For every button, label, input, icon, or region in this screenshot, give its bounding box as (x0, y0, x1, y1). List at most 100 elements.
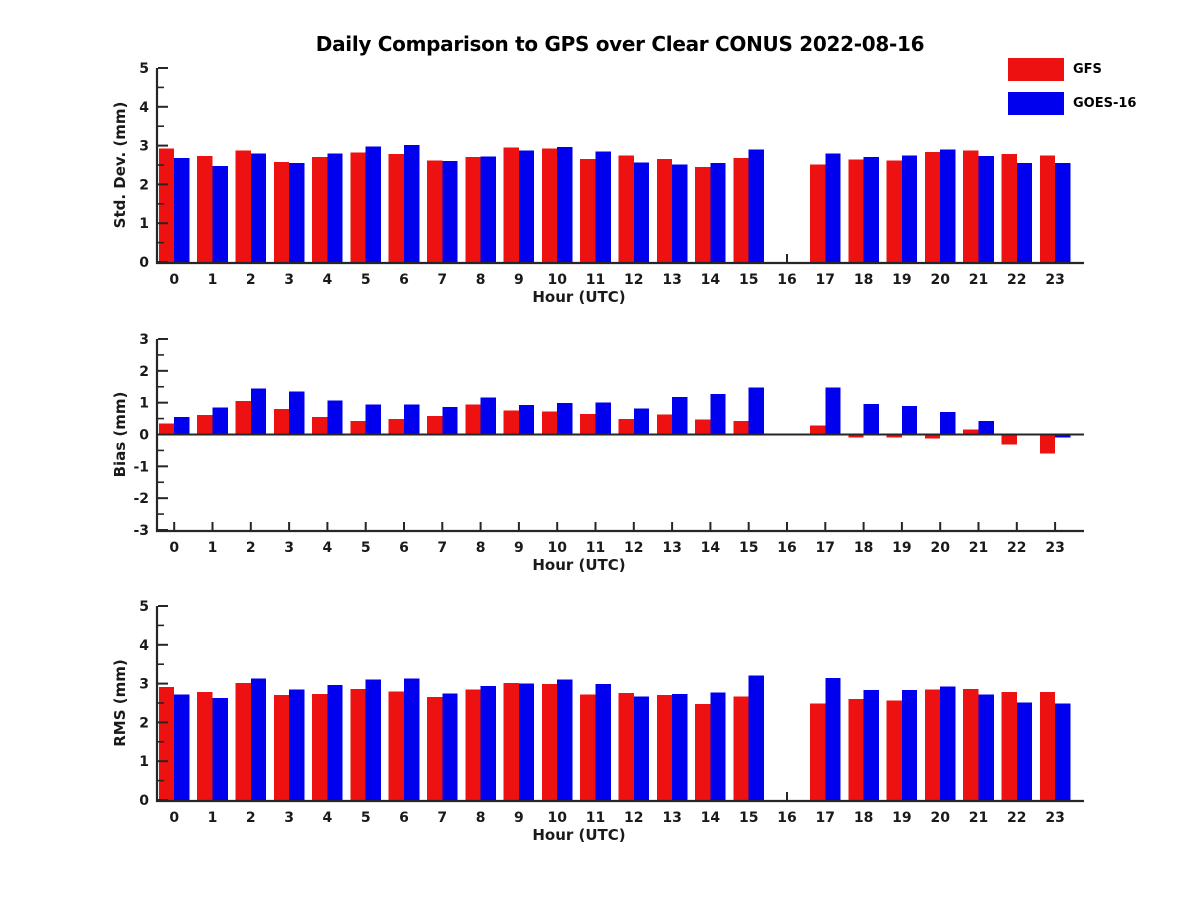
x-tick-label-23: 23 (1045, 272, 1064, 288)
goes16-bar-h0 (174, 416, 190, 435)
goes16-bar-h13 (672, 694, 688, 800)
goes16-bar-h9 (518, 150, 535, 262)
x-tick-label-7: 7 (437, 810, 447, 826)
goes16-bar-h13 (672, 164, 688, 262)
gfs-bar-h21 (963, 429, 979, 435)
goes16-bar-h23 (1055, 163, 1071, 262)
x-tick-label-12: 12 (624, 540, 643, 556)
goes16-bar-h7 (442, 693, 458, 800)
goes16-bar-h22 (1016, 163, 1033, 262)
x-tick-label-21: 21 (969, 540, 988, 556)
x-tick-label-18: 18 (854, 540, 873, 556)
x-tick-label-11: 11 (586, 810, 605, 826)
legend-label-goes16: GOES-16 (1073, 96, 1137, 111)
gfs-bar-h13 (656, 695, 673, 800)
gfs-bar-h1 (197, 414, 213, 435)
gfs-bar-h13 (656, 414, 673, 435)
goes16-bar-h15 (748, 149, 764, 262)
x-tick-label-21: 21 (969, 810, 988, 826)
goes16-color-swatch (1008, 92, 1064, 115)
y-tick-label: -3 (133, 523, 149, 539)
goes16-bar-h19 (901, 155, 918, 262)
gfs-bar-h2 (235, 150, 251, 262)
x-tick-label-13: 13 (662, 272, 681, 288)
x-tick-label-13: 13 (662, 540, 681, 556)
x-tick-label-1: 1 (208, 810, 218, 826)
gfs-bar-h14 (695, 419, 711, 435)
goes16-bar-h18 (863, 157, 879, 262)
gfs-bar-h12 (618, 155, 634, 262)
gfs-bar-h5 (350, 420, 366, 435)
x-axis-label: Hour (UTC) (532, 826, 625, 844)
x-tick-label-2: 2 (246, 272, 256, 288)
goes16-bar-h21 (978, 694, 994, 800)
goes16-bar-h8 (480, 397, 496, 435)
gfs-bar-h10 (541, 683, 558, 800)
x-tick-label-19: 19 (892, 540, 911, 556)
x-tick-label-19: 19 (892, 810, 911, 826)
x-tick-label-20: 20 (930, 810, 950, 826)
x-tick-label-14: 14 (701, 540, 721, 556)
x-tick-label-22: 22 (1007, 540, 1026, 556)
x-tick-label-7: 7 (437, 272, 447, 288)
goes16-bar-h12 (633, 408, 650, 435)
legend-item-gfs: GFS (1008, 58, 1136, 81)
goes16-bar-h9 (518, 404, 535, 435)
gfs-bar-h7 (427, 696, 443, 800)
gfs-bar-h6 (388, 691, 404, 800)
x-tick-label-9: 9 (514, 810, 524, 826)
gfs-bar-h8 (465, 404, 481, 435)
goes16-bar-h11 (595, 683, 611, 800)
goes16-bar-h0 (174, 694, 190, 800)
y-tick-label: 0 (139, 255, 149, 271)
gfs-bar-h2 (235, 401, 251, 435)
x-tick-label-15: 15 (739, 810, 758, 826)
goes16-bar-h1 (212, 407, 228, 435)
goes16-bar-h3 (289, 689, 305, 800)
goes16-bar-h6 (404, 404, 420, 435)
gfs-bar-h11 (580, 159, 596, 262)
x-tick-label-0: 0 (169, 540, 179, 556)
gfs-bar-h1 (197, 156, 213, 262)
gfs-bar-h17 (810, 425, 826, 435)
goes16-bar-h17 (825, 153, 841, 262)
goes16-bar-h5 (365, 404, 381, 435)
gfs-bar-h18 (848, 699, 864, 800)
x-tick-label-12: 12 (624, 810, 643, 826)
x-tick-label-5: 5 (361, 810, 371, 826)
gfs-color-swatch (1008, 58, 1064, 81)
x-tick-label-10: 10 (547, 272, 567, 288)
gfs-bar-h3 (273, 409, 290, 435)
goes16-bar-h20 (940, 149, 956, 262)
gfs-bar-h5 (350, 689, 366, 800)
x-tick-label-16: 16 (777, 540, 796, 556)
goes16-bar-h1 (212, 165, 228, 262)
gfs-bar-h3 (273, 161, 290, 262)
goes16-bar-h10 (557, 146, 573, 262)
gfs-bar-h10 (541, 148, 558, 262)
x-tick-label-14: 14 (701, 810, 721, 826)
x-tick-label-3: 3 (284, 810, 294, 826)
goes16-bar-h15 (748, 675, 764, 800)
goes16-bar-h1 (212, 697, 228, 800)
gfs-bar-h23 (1039, 155, 1056, 262)
x-tick-label-1: 1 (208, 272, 218, 288)
gfs-bar-h6 (388, 154, 404, 262)
gfs-bar-h8 (465, 689, 481, 800)
legend-label-gfs: GFS (1073, 62, 1102, 77)
gfs-bar-h13 (656, 158, 673, 262)
y-axis-label: Std. Dev. (mm) (111, 102, 129, 229)
x-tick-label-15: 15 (739, 272, 758, 288)
x-tick-label-14: 14 (701, 272, 721, 288)
gfs-bar-h23 (1039, 692, 1056, 800)
goes16-bar-h4 (327, 153, 343, 262)
x-tick-label-3: 3 (284, 272, 294, 288)
gfs-bar-h21 (963, 689, 979, 800)
goes16-bar-h17 (825, 387, 841, 435)
x-tick-label-5: 5 (361, 540, 371, 556)
gfs-bar-h11 (580, 413, 596, 435)
x-tick-label-9: 9 (514, 272, 524, 288)
x-tick-label-4: 4 (323, 272, 333, 288)
x-tick-label-19: 19 (892, 272, 911, 288)
